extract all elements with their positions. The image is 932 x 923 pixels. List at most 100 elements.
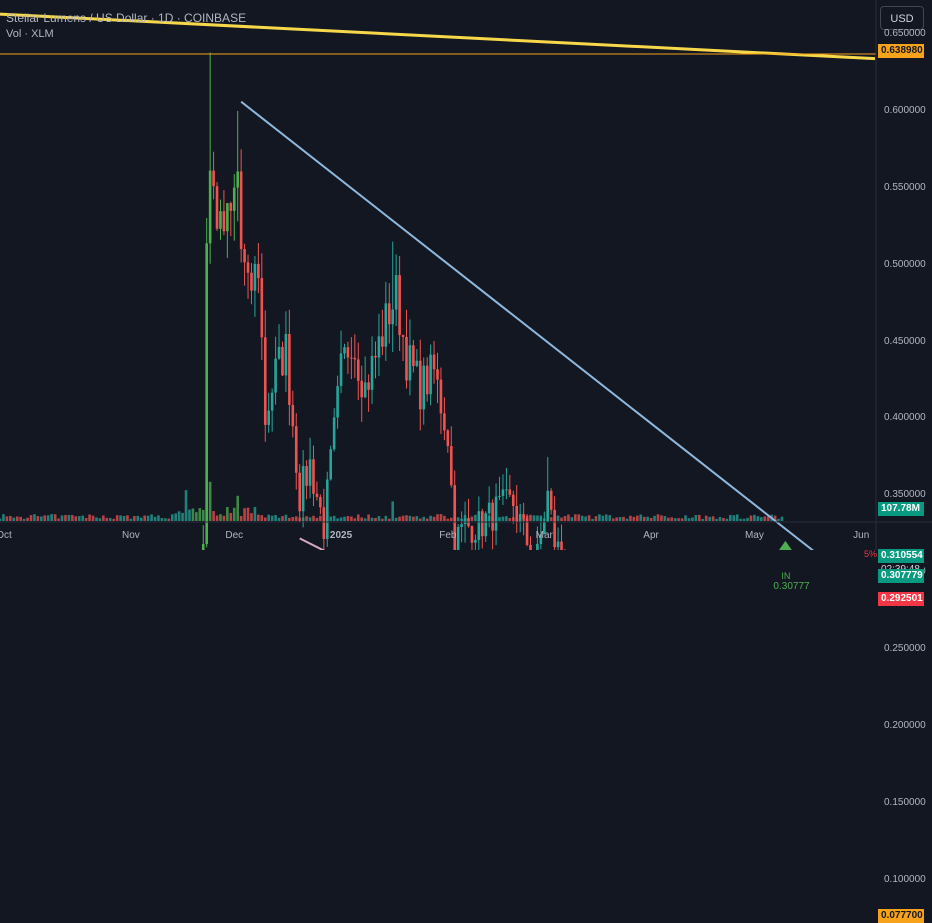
volume-bar — [611, 518, 615, 521]
volume-bar — [102, 515, 105, 521]
volume-bar — [157, 515, 160, 521]
volume-bar — [777, 518, 780, 521]
volume-bar — [150, 514, 153, 521]
volume-bar — [226, 507, 229, 521]
entry-arrow-head — [779, 540, 792, 550]
candle-body — [215, 186, 219, 229]
price-tick: 0.350000 — [884, 489, 926, 501]
volume-bar — [629, 515, 632, 521]
candle-body — [539, 534, 543, 544]
volume-bar — [598, 514, 601, 521]
candle-body — [522, 514, 525, 519]
volume-bar — [71, 514, 74, 521]
volume-bar — [556, 515, 560, 521]
volume-bar — [343, 516, 346, 521]
candle-body — [322, 507, 326, 539]
candle-body — [394, 275, 398, 310]
price-tick: 0.550000 — [884, 181, 926, 193]
volume-indicator-label[interactable]: Vol · XLM — [6, 28, 54, 40]
candle-body — [446, 430, 450, 447]
candle-body — [443, 413, 446, 431]
volume-bar — [573, 514, 577, 521]
volume-bar — [336, 518, 339, 521]
volume-bar — [653, 515, 656, 521]
candle-body — [343, 347, 346, 354]
volume-bar — [436, 514, 439, 521]
volume-bar — [312, 515, 315, 521]
volume-bar — [422, 516, 426, 521]
candle-body — [360, 380, 364, 398]
candle-body — [219, 211, 222, 229]
volume-bar — [680, 518, 684, 521]
volume-bar — [580, 515, 584, 521]
candles — [201, 52, 566, 550]
candle-body — [332, 417, 336, 450]
volume-bar — [398, 516, 401, 521]
volume-bar — [88, 514, 91, 521]
volume-bar — [415, 516, 419, 521]
volume-bar — [474, 514, 477, 521]
candle-body — [339, 353, 343, 387]
candle-body — [350, 357, 353, 359]
candle-body — [449, 446, 453, 486]
candle-body — [418, 360, 422, 410]
candle-body — [494, 496, 498, 531]
volume-bar — [119, 515, 122, 521]
volume-bar — [401, 515, 405, 521]
symbol-title[interactable]: Stellar Lumens / US Dollar · 1D · COINBA… — [6, 11, 247, 25]
volume-bar — [208, 481, 212, 521]
time-tick: Jun — [853, 530, 870, 541]
price-chart[interactable] — [0, 0, 932, 550]
volume-bar — [126, 515, 129, 521]
volume-bar — [363, 518, 367, 521]
volume-bar — [677, 518, 680, 521]
time-tick: 2025 — [329, 530, 353, 541]
volume-bar — [36, 516, 40, 521]
volume-bar — [508, 518, 512, 521]
volume-bar — [74, 516, 78, 521]
currency-button[interactable]: USD — [880, 6, 924, 30]
volume-bar — [374, 517, 377, 521]
volume-bar — [443, 515, 446, 521]
volume-bar — [594, 516, 598, 521]
entry-flag-label: IN — [781, 570, 791, 581]
candle-body — [412, 345, 415, 366]
volume-bar — [212, 511, 215, 521]
volume-bar — [760, 517, 763, 521]
candle-body — [515, 506, 519, 522]
candle-body — [312, 459, 315, 494]
entry-price-annotation: 0.30777 — [773, 580, 810, 592]
volume-bar — [57, 518, 60, 521]
candle-body — [456, 526, 460, 550]
candle-body — [277, 346, 281, 359]
volume-bar — [257, 514, 260, 521]
volume-bar — [250, 513, 253, 521]
candle-body — [274, 358, 277, 393]
volume-bar — [98, 518, 102, 521]
volume-bar — [50, 514, 53, 521]
candle-body — [208, 170, 212, 244]
volume-bar — [33, 514, 36, 521]
candle-body — [229, 203, 233, 211]
candle-body — [301, 466, 305, 512]
volume-bar — [246, 507, 250, 521]
candle-body — [308, 459, 312, 486]
volume-bar — [756, 516, 760, 521]
volume-bar — [577, 514, 581, 521]
candle-body — [439, 379, 443, 414]
volume-bar — [108, 518, 112, 521]
volume-bar — [587, 515, 591, 521]
volume-bar — [19, 516, 22, 521]
volume-bar — [673, 518, 677, 521]
volume-bar — [305, 516, 308, 521]
volume-bar — [618, 516, 622, 521]
volume-bar — [649, 517, 653, 521]
candle-body — [267, 410, 271, 425]
candle-body — [346, 347, 350, 358]
volume-bar — [701, 518, 705, 521]
candle-body — [377, 336, 381, 358]
time-tick: Dec — [225, 530, 244, 541]
volume-bar — [281, 516, 284, 521]
volume-bar — [232, 507, 236, 521]
volume-bar — [229, 512, 233, 521]
